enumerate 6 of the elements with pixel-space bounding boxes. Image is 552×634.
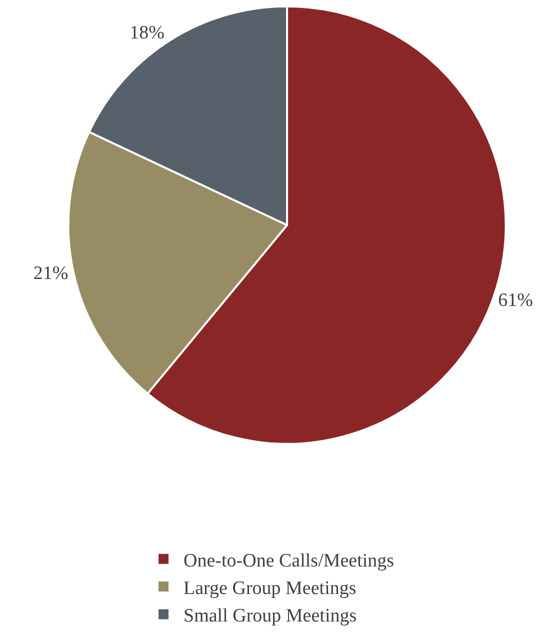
data-label: 18% bbox=[130, 22, 165, 44]
data-label: 61% bbox=[498, 290, 534, 311]
legend-label: One-to-One Calls/Meetings bbox=[184, 550, 394, 572]
data-label: 21% bbox=[33, 262, 68, 284]
legend-label: Large Group Meetings bbox=[184, 578, 356, 599]
legend-label: Small Group Meetings bbox=[184, 606, 357, 627]
